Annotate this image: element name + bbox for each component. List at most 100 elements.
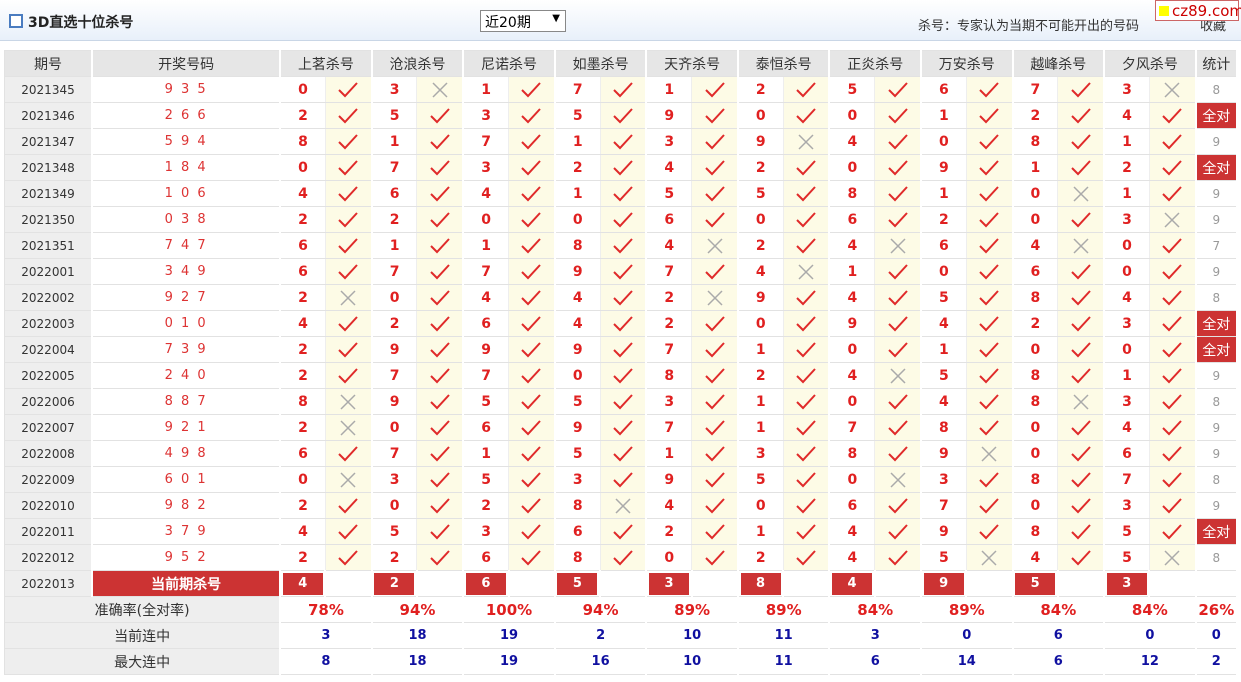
period: 2021349 <box>4 180 94 207</box>
empty-cell <box>599 570 648 597</box>
hit-icon <box>338 341 359 357</box>
result-cell <box>965 544 1014 571</box>
select-arrow: ▼ <box>552 13 560 24</box>
summary-value: 6 <box>828 648 922 675</box>
kill-number: 0 <box>828 154 876 181</box>
hit-icon <box>521 211 542 227</box>
hit-icon <box>796 211 816 227</box>
result-cell <box>1148 336 1197 363</box>
stat: 9 <box>1195 414 1239 441</box>
period: 2022007 <box>4 414 94 441</box>
kill-number: 5 <box>371 518 418 545</box>
hit-icon <box>430 497 450 513</box>
hit-icon <box>613 211 633 227</box>
hit-icon <box>704 497 725 513</box>
result-cell <box>691 518 739 545</box>
kill-number: 0 <box>371 284 418 311</box>
kill-number: 1 <box>462 232 510 259</box>
period: 2022008 <box>4 440 94 467</box>
kill-number: 7 <box>645 336 693 363</box>
hit-icon <box>521 419 542 435</box>
draw-number: 4 9 8 <box>91 440 282 467</box>
kill-number: 0 <box>828 102 876 129</box>
miss-icon <box>981 445 997 462</box>
kill-number: 4 <box>828 362 876 389</box>
kill-number: 0 <box>1012 336 1059 363</box>
draw-number: 3 4 9 <box>91 258 282 285</box>
stat: 全对 <box>1195 154 1239 181</box>
kill-number: 6 <box>279 232 326 259</box>
hit-icon <box>704 471 725 487</box>
data-row: 2022011 3 7 9 4 5 3 6 2 1 4 9 8 5 全对 <box>4 518 1239 545</box>
hit-icon <box>1070 133 1091 149</box>
kill-number: 2 <box>1012 102 1059 129</box>
current-kill-cell: 9 <box>920 570 968 597</box>
summary-value: 6 <box>1012 622 1106 649</box>
result-cell <box>324 518 373 545</box>
hit-icon <box>521 497 542 513</box>
kill-number: 1 <box>645 440 693 467</box>
summary-value: 11 <box>737 622 831 649</box>
hit-icon <box>979 159 999 175</box>
hit-icon <box>613 263 633 279</box>
kill-number: 9 <box>554 336 601 363</box>
stat: 全对 <box>1195 102 1239 129</box>
hit-icon <box>796 367 816 383</box>
hit-icon <box>796 237 816 253</box>
result-cell <box>1148 518 1197 545</box>
result-cell <box>1057 258 1106 285</box>
kill-number: 0 <box>737 310 784 337</box>
hit-icon <box>704 419 725 435</box>
result-cell <box>965 440 1014 467</box>
hit-icon <box>1162 445 1182 461</box>
stat: 9 <box>1195 492 1239 519</box>
hit-icon <box>338 211 359 227</box>
kill-number: 5 <box>462 466 510 493</box>
current-kill-cell: 5 <box>554 570 602 597</box>
stat: 9 <box>1195 128 1239 155</box>
empty-cell <box>874 570 923 597</box>
kill-number: 6 <box>279 258 326 285</box>
result-cell <box>691 336 739 363</box>
current-row: 2022013 当前期杀号 4 2 6 5 3 8 4 9 5 3 <box>4 570 1239 597</box>
hit-icon <box>521 315 542 331</box>
period: 2022012 <box>4 544 94 571</box>
draw-number: 6 0 1 <box>91 466 282 493</box>
result-cell <box>691 258 739 285</box>
current-kill-cell: 6 <box>462 570 510 597</box>
period-select[interactable]: 近20期 ▼ <box>480 10 566 32</box>
kill-number: 6 <box>645 206 693 233</box>
hit-icon <box>521 133 542 149</box>
hit-icon <box>1162 263 1182 279</box>
hit-icon <box>521 549 542 565</box>
hit-icon <box>887 315 908 331</box>
kill-number: 4 <box>1012 544 1059 571</box>
hit-icon <box>338 497 359 513</box>
hit-icon <box>521 237 542 253</box>
hit-icon <box>430 133 450 149</box>
result-cell <box>874 128 923 155</box>
result-cell <box>965 310 1014 337</box>
hit-icon <box>979 367 999 383</box>
kill-number: 6 <box>462 414 510 441</box>
column-header: 万安杀号 <box>920 50 1014 77</box>
kill-number: 7 <box>371 154 418 181</box>
result-cell <box>1148 492 1197 519</box>
miss-icon <box>890 237 906 254</box>
favorite[interactable]: 收藏 <box>1200 19 1227 34</box>
result-cell <box>1148 362 1197 389</box>
hit-icon <box>1162 237 1182 253</box>
kill-number: 7 <box>1103 466 1150 493</box>
draw-number: 9 8 2 <box>91 492 282 519</box>
kill-number: 8 <box>1012 128 1059 155</box>
result-cell <box>782 232 831 259</box>
kill-number: 6 <box>462 544 510 571</box>
result-cell <box>1148 128 1197 155</box>
result-cell <box>599 258 648 285</box>
kill-number: 2 <box>920 206 967 233</box>
result-cell <box>508 362 556 389</box>
current-kill: 5 <box>557 572 598 595</box>
miss-icon <box>706 237 723 254</box>
hit-icon <box>887 445 908 461</box>
